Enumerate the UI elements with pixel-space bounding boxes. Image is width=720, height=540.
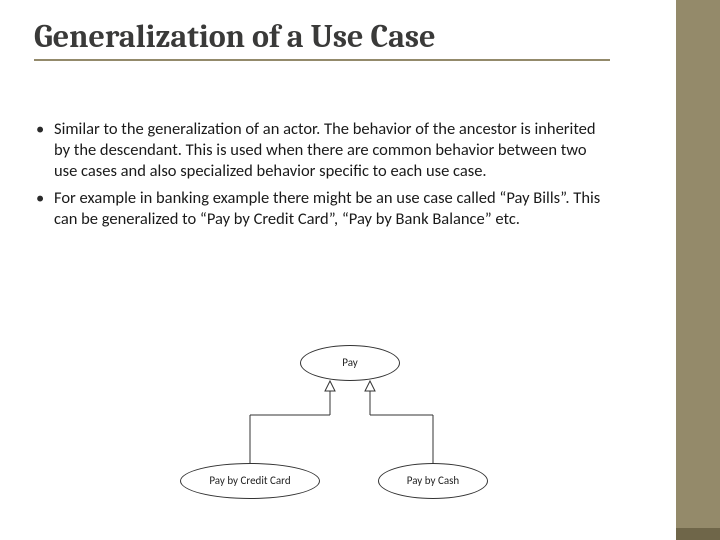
bullet-list: Similar to the generalization of an acto…	[34, 119, 610, 231]
usecase-node-child-left: Pay by Credit Card	[180, 463, 320, 499]
usecase-label: Pay by Cash	[407, 475, 459, 487]
usecase-diagram: Pay Pay by Credit Card Pay by Cash	[180, 345, 540, 505]
slide-content: Generalization of a Use Case Similar to …	[0, 0, 670, 231]
bullet-item: For example in banking example there mig…	[34, 188, 610, 230]
decorative-sidebar	[676, 0, 720, 540]
usecase-node-parent: Pay	[300, 345, 400, 381]
slide-title: Generalization of a Use Case	[34, 18, 610, 61]
bullet-item: Similar to the generalization of an acto…	[34, 119, 610, 182]
usecase-node-child-right: Pay by Cash	[378, 463, 488, 499]
usecase-label: Pay by Credit Card	[209, 475, 290, 487]
usecase-label: Pay	[342, 357, 358, 369]
sidebar-accent	[676, 528, 720, 540]
